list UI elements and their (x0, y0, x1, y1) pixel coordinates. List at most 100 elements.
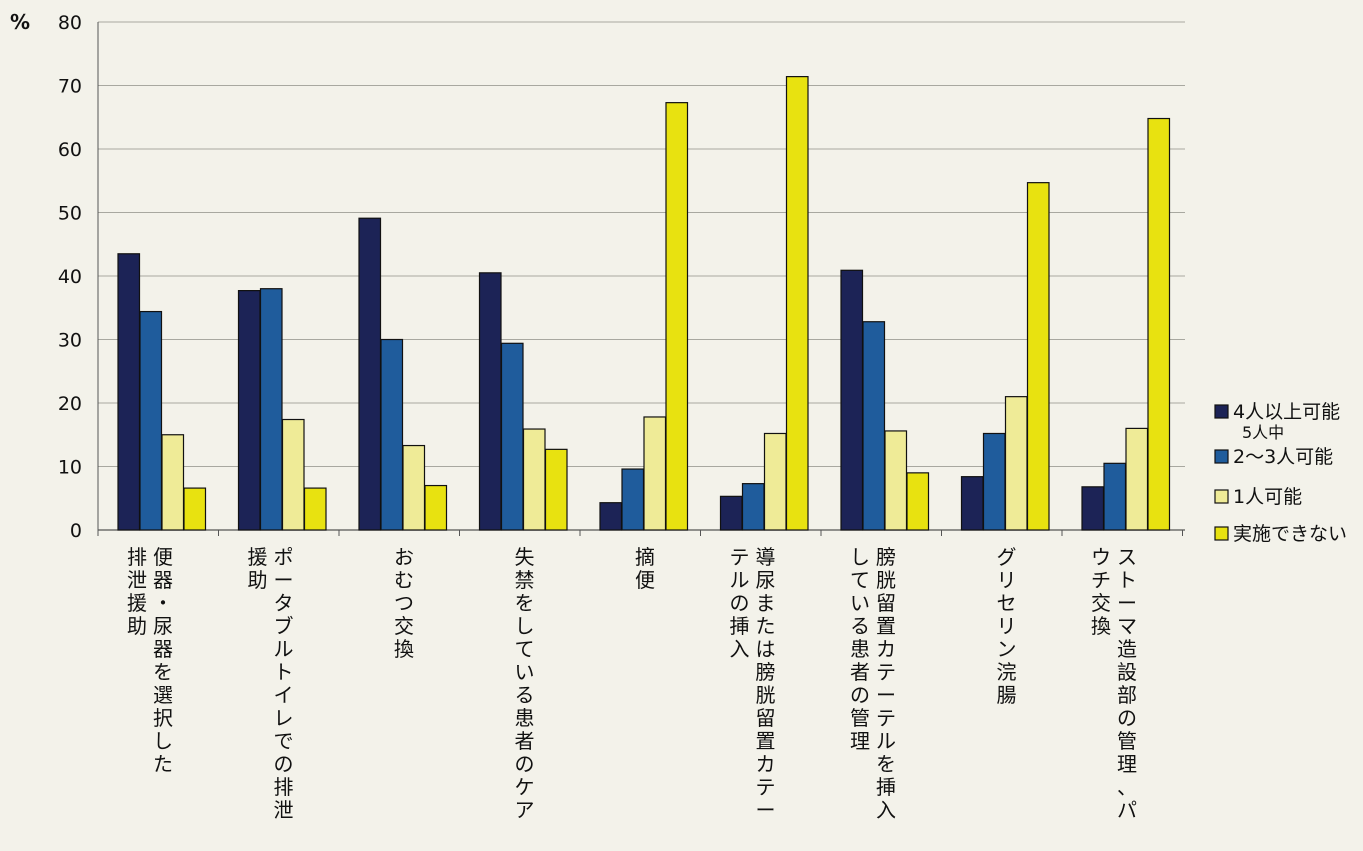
y-tick-label: 0 (70, 520, 82, 542)
bar (259, 288, 283, 531)
bar (1103, 462, 1127, 531)
category-label-char: 管 (850, 706, 870, 730)
category-label-char: で (274, 729, 294, 753)
y-tick-label: 80 (58, 12, 82, 34)
bar (741, 483, 765, 531)
category-label-char: 便 (153, 545, 173, 569)
bar (237, 290, 261, 531)
category-label-char: ト (1117, 568, 1137, 592)
category-label-char: 腸 (997, 683, 1017, 707)
category-label-char: し (515, 614, 535, 638)
bar (884, 430, 908, 531)
bar (1147, 117, 1171, 531)
bar (643, 416, 667, 531)
bar (862, 321, 886, 531)
category-label-char: 胱 (756, 683, 776, 707)
legend-label: 4人以上可能 (1233, 401, 1340, 423)
category-label-char: チ (1091, 568, 1111, 592)
category-label-char: ル (876, 729, 896, 753)
category-label-char: る (850, 614, 870, 638)
category-label-char: ン (997, 637, 1017, 661)
category-label-char: 排 (127, 545, 147, 569)
category-label-char: 択 (153, 706, 173, 730)
category-label-char: 失 (515, 545, 535, 569)
category-label-char: 者 (850, 660, 870, 684)
bar (1004, 396, 1028, 531)
category-label-char: 選 (153, 683, 173, 707)
bar (621, 468, 645, 531)
category-label-char: の (1117, 706, 1137, 730)
category-label-char: む (394, 568, 414, 592)
category-label-char: 換 (1091, 614, 1111, 638)
category-label-char: 泄 (274, 798, 294, 822)
category-label-char: 助 (127, 614, 147, 638)
category-label-char: イ (274, 683, 294, 707)
category-label-char: を (153, 660, 173, 684)
category-label-char: タ (274, 591, 294, 615)
category-label-char: し (153, 729, 173, 753)
category-label-char: レ (274, 706, 294, 730)
bar (960, 476, 984, 531)
category-label-char: 置 (756, 729, 776, 753)
category-label-char: 膀 (756, 660, 776, 684)
category-label-char: 留 (756, 706, 776, 730)
category-label-char: 禁 (515, 568, 535, 592)
category-label-char: パ (1117, 798, 1137, 822)
y-tick-label: 70 (58, 76, 82, 98)
category-label-char: ー (1117, 591, 1137, 615)
category-label-char: カ (756, 752, 776, 776)
bar (785, 76, 809, 531)
bar (544, 448, 568, 531)
y-tick-label: 10 (58, 457, 82, 479)
legend-swatch (1214, 526, 1229, 541)
bar (281, 418, 305, 531)
bar (1081, 486, 1105, 531)
category-label-char: 、 (1117, 775, 1137, 799)
category-label-char: ル (730, 568, 750, 592)
bar (719, 495, 743, 531)
category-label-char: を (876, 752, 896, 776)
category-label-char: 患 (515, 706, 535, 730)
category-label-char: 膀 (876, 545, 896, 569)
category-label-char: 留 (876, 591, 896, 615)
category-label-char: い (850, 591, 870, 615)
category-label-char: の (850, 683, 870, 707)
category-label-char: 設 (1117, 660, 1137, 684)
category-label-char: お (394, 545, 414, 569)
category-label-char: グ (997, 545, 1017, 569)
category-label-char: 援 (248, 545, 268, 569)
category-label-char: 患 (850, 637, 870, 661)
category-label-char: 助 (248, 568, 268, 592)
category-label-char: 泄 (127, 568, 147, 592)
category-label-char: テ (756, 775, 776, 799)
category-label-char: 者 (515, 729, 535, 753)
bar (358, 217, 382, 531)
legend-label: 実施できない (1233, 523, 1347, 545)
category-label-char: た (153, 752, 173, 776)
category-label-char: 摘 (635, 545, 655, 569)
category-label-char: つ (394, 591, 414, 615)
category-label-char: 便 (635, 568, 655, 592)
bar (840, 269, 864, 531)
category-label-char: ブ (274, 614, 294, 638)
bar (402, 444, 426, 531)
category-label-char: ポ (274, 545, 294, 569)
legend-label: 2～3人可能 (1233, 446, 1333, 468)
category-label-char: ・ (153, 591, 173, 615)
category-label-char: 導 (756, 545, 776, 569)
y-unit-label: % (10, 10, 30, 34)
bar (303, 487, 327, 531)
category-label-char: ー (274, 568, 294, 592)
bar (665, 102, 689, 531)
bar (500, 342, 524, 531)
category-label-char: る (515, 683, 535, 707)
y-tick-label: 20 (58, 393, 82, 415)
bar (161, 434, 185, 531)
category-label-char: た (756, 614, 776, 638)
category-label-char: リ (997, 614, 1017, 638)
bar (424, 484, 448, 531)
category-label-char: マ (1117, 614, 1137, 638)
bar (380, 338, 404, 531)
